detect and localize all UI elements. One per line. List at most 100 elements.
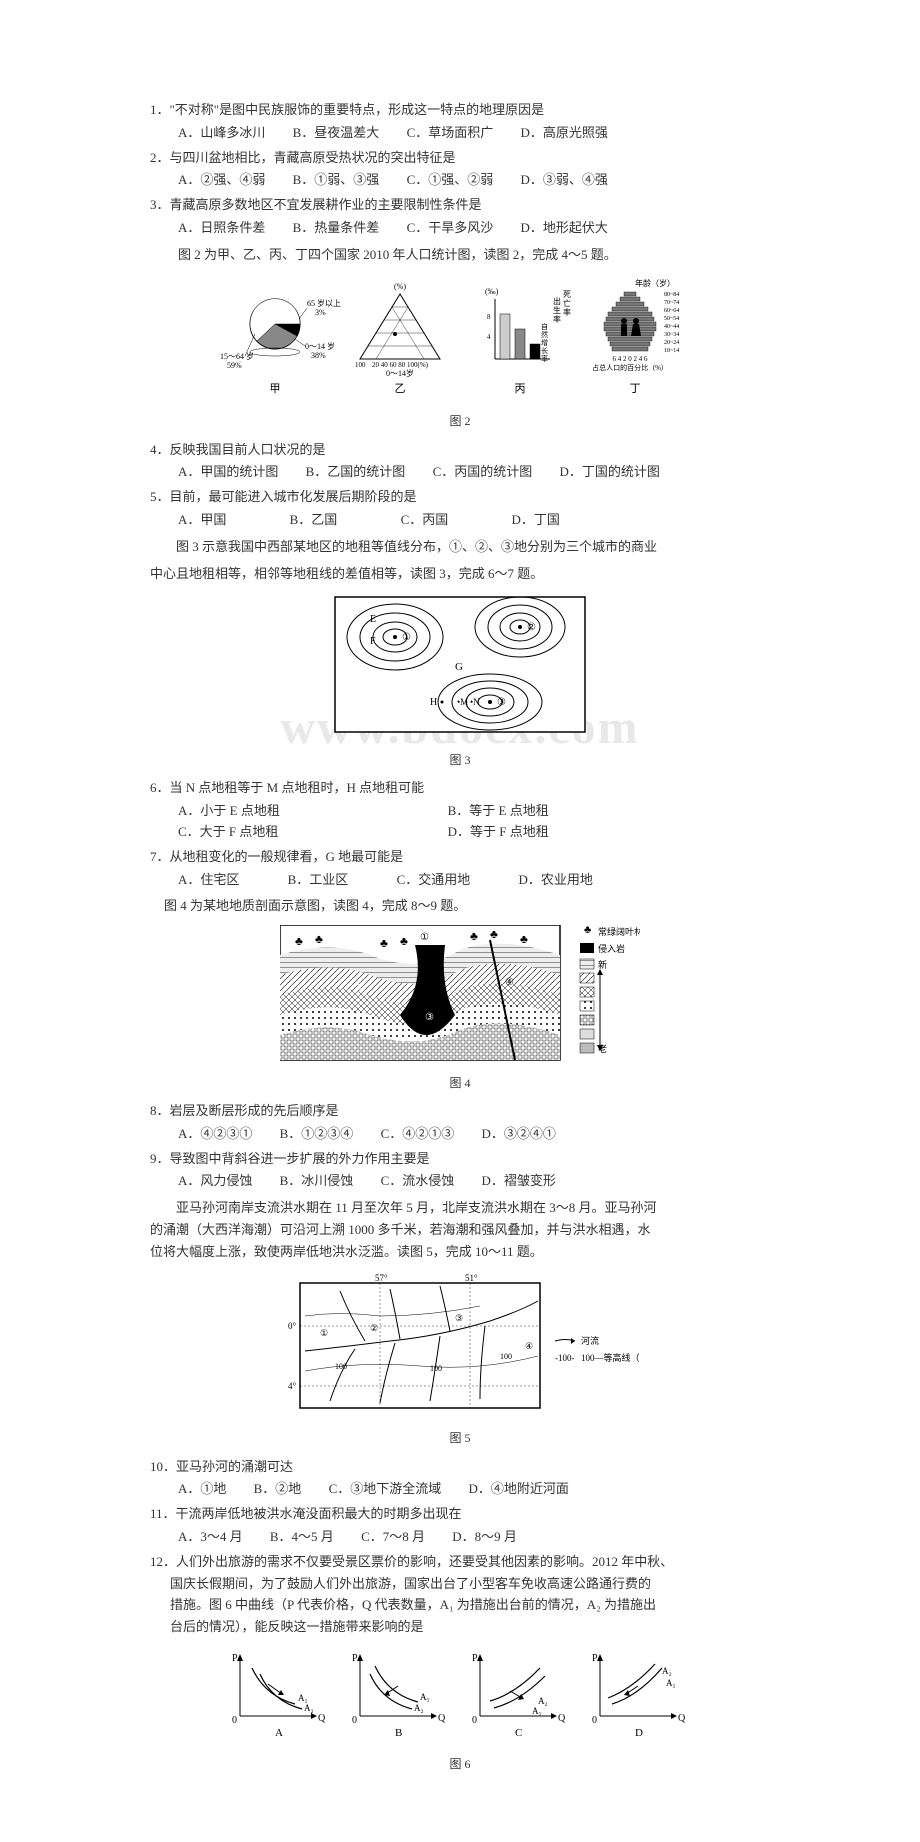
question-11: 11．干流两岸低地被洪水淹没面积最大的时期多出现在 A．3～4 月 B．4～5 … xyxy=(150,1504,770,1548)
fig3-F: F xyxy=(370,636,376,647)
figure-6-svg: P Q 0 A₁ A₂ A P Q 0 A₁ A₂ xyxy=(220,1646,700,1746)
svg-text:P: P xyxy=(592,1653,598,1664)
context-fig3-b: 中心且地租相等，相邻等地租线的差值相等，读图 3，完成 6～7 题。 xyxy=(150,564,770,585)
svg-text:Q: Q xyxy=(558,1713,566,1724)
fig5-lon2: 51° xyxy=(465,1273,478,1283)
q6-text: 6．当 N 点地租等于 M 点地租时，H 点地租可能 xyxy=(150,778,770,799)
svg-text:6 4 2 0 2 4 6: 6 4 2 0 2 4 6 xyxy=(613,355,649,363)
figure-6-caption: 图 6 xyxy=(150,1755,770,1774)
svg-text:C: C xyxy=(515,1727,522,1739)
svg-text:0: 0 xyxy=(472,1715,477,1726)
q4-opt-a: A．甲国的统计图 xyxy=(178,462,278,483)
svg-text:Q: Q xyxy=(678,1713,686,1724)
q8-opt-c: C．④②①③ xyxy=(381,1124,455,1145)
fig3-H: H xyxy=(430,697,437,708)
svg-text:A₂: A₂ xyxy=(414,1703,424,1713)
q2-opt-a: A．②强、④弱 xyxy=(178,170,265,191)
svg-text:0: 0 xyxy=(592,1715,597,1726)
figure-2: 65 岁以上3% 0～14 岁38% 15～64 岁59% 甲 (%) 100 xyxy=(150,274,770,432)
q8-opt-a: A．④②③① xyxy=(178,1124,252,1145)
question-10: 10．亚马孙河的涌潮可达 A．①地 B．②地 C．③地下游全流域 D．④地附近河… xyxy=(150,1457,770,1501)
figure-2-svg: 65 岁以上3% 0～14 岁38% 15～64 岁59% 甲 (%) 100 xyxy=(220,274,700,404)
q6-opt-c: C．大于 F 点地租 xyxy=(178,822,444,843)
q12-l4: 台后的情况），能反映这一措施带来影响的是 xyxy=(150,1617,770,1638)
bar-l1: 出生率 xyxy=(553,296,561,324)
svg-text:♣: ♣ xyxy=(520,932,528,946)
context-fig5-a: 亚马孙河南岸支流洪水期在 11 月至次年 5 月，北岸支流洪水期在 3～8 月。… xyxy=(150,1198,770,1219)
svg-text:A₂: A₂ xyxy=(662,1666,672,1676)
q3-opt-c: C．干旱多风沙 xyxy=(407,218,494,239)
sub-ding: 丁 xyxy=(630,383,641,395)
pyr-xlabel: 占总人口的百分比（%） xyxy=(592,363,668,372)
q6-opt-b: B．等于 E 点地租 xyxy=(448,801,714,822)
context-fig2: 图 2 为甲、乙、丙、丁四个国家 2010 年人口统计图，读图 2，完成 4～5… xyxy=(178,245,770,266)
q11-opt-c: C．7～8 月 xyxy=(361,1527,425,1548)
leg-l3: 新 xyxy=(598,959,607,970)
fig5-lat1: 0° xyxy=(288,1321,297,1331)
svg-text:♣: ♣ xyxy=(380,936,388,950)
figure-3-caption: 图 3 xyxy=(150,751,770,770)
svg-text:Q: Q xyxy=(438,1713,446,1724)
q3-text: 3．青藏高原多数地区不宜发展耕作业的主要限制性条件是 xyxy=(150,195,770,216)
q9-text: 9．导致图中背斜谷进一步扩展的外力作用主要是 xyxy=(150,1149,770,1170)
fig3-c3: ③ xyxy=(497,697,506,708)
q3-opt-a: A．日照条件差 xyxy=(178,218,265,239)
svg-text:P: P xyxy=(232,1653,238,1664)
leg-l2: 侵入岩 xyxy=(598,943,625,954)
svg-text:100—等高线（米）: 100—等高线（米） xyxy=(581,1352,640,1363)
question-1: 1．"不对称"是图中民族服饰的重要特点，形成这一特点的地理原因是 A．山峰多冰川… xyxy=(150,100,770,144)
fig5-c3: ③ xyxy=(455,1313,463,1323)
bar-l2: 死亡率 xyxy=(563,290,571,317)
question-5: 5．目前，最可能进入城市化发展后期阶段的是 A．甲国 B．乙国 C．丙国 D．丁… xyxy=(150,487,770,531)
q6-opt-d: D．等于 F 点地租 xyxy=(448,822,714,843)
svg-text:B: B xyxy=(395,1727,402,1739)
bar-l3: 自然增长率 xyxy=(541,322,548,363)
svg-text:Q: Q xyxy=(318,1713,326,1724)
svg-text:20~24: 20~24 xyxy=(664,340,679,346)
svg-text:A₂: A₂ xyxy=(304,1703,314,1713)
svg-text:P: P xyxy=(472,1653,478,1664)
q4-text: 4．反映我国目前人口状况的是 xyxy=(150,440,770,461)
q8-options: A．④②③① B．①②③④ C．④②①③ D．③②④① xyxy=(150,1124,770,1145)
q9-options: A．风力侵蚀 B．冰川侵蚀 C．流水侵蚀 D．褶皱变形 xyxy=(150,1171,770,1192)
q12-l2: 国庆长假期间，为了鼓励人们外出旅游，国家出台了小型客车免收高速公路通行费的 xyxy=(150,1574,770,1595)
fig5-lat2: 4° xyxy=(288,1381,297,1391)
svg-text:D: D xyxy=(635,1727,643,1739)
q4-opt-d: D．丁国的统计图 xyxy=(559,462,659,483)
q7-opt-b: B．工业区 xyxy=(288,870,349,891)
svg-text:4: 4 xyxy=(487,333,491,341)
q7-options: A．住宅区 B．工业区 C．交通用地 D．农业用地 xyxy=(150,870,770,891)
q5-options: A．甲国 B．乙国 C．丙国 D．丁国 xyxy=(150,510,770,531)
fig5-c1: ① xyxy=(320,1328,328,1338)
figure-5-svg: 57° 51° 0° 4° 10 xyxy=(280,1271,640,1421)
q6-opt-a: A．小于 E 点地租 xyxy=(178,801,444,822)
q4-opt-c: C．丙国的统计图 xyxy=(433,462,533,483)
q4-opt-b: B．乙国的统计图 xyxy=(306,462,406,483)
q7-opt-c: C．交通用地 xyxy=(397,870,471,891)
q8-text: 8．岩层及断层形成的先后顺序是 xyxy=(150,1101,770,1122)
q1-text: 1．"不对称"是图中民族服饰的重要特点，形成这一特点的地理原因是 xyxy=(150,100,770,121)
q2-opt-c: C．①强、②弱 xyxy=(407,170,494,191)
svg-text:100: 100 xyxy=(335,1362,347,1371)
fig5-contour-label: -100- xyxy=(555,1353,575,1363)
fig3-M: •M xyxy=(457,697,468,707)
svg-text:70~74: 70~74 xyxy=(664,300,679,306)
svg-text:30~34: 30~34 xyxy=(664,332,679,338)
figure-4-caption: 图 4 xyxy=(150,1074,770,1093)
svg-text:100: 100 xyxy=(500,1352,512,1361)
figure-4-svg: ♣♣ ♣♣ ♣♣♣ ① ② ③ ④ ♣常绿阔叶林 侵入岩 新 老 xyxy=(280,925,640,1065)
q3-opt-d: D．地形起伏大 xyxy=(520,218,607,239)
q1-opt-a: A．山峰多冰川 xyxy=(178,123,265,144)
q5-opt-c: C．丙国 xyxy=(401,510,449,531)
q5-opt-d: D．丁国 xyxy=(511,510,559,531)
sub-bing: 丙 xyxy=(515,383,526,395)
question-8: 8．岩层及断层形成的先后顺序是 A．④②③① B．①②③④ C．④②①③ D．③… xyxy=(150,1101,770,1145)
context-fig5-c: 位将大幅度上涨，致使两岸低地洪水泛滥。读图 5，完成 10～11 题。 xyxy=(150,1242,770,1263)
fig5-c4: ④ xyxy=(525,1341,533,1351)
q7-opt-a: A．住宅区 xyxy=(178,870,239,891)
context-fig4: 图 4 为某地地质剖面示意图，读图 4，完成 8～9 题。 xyxy=(164,896,770,917)
q9-opt-d: D．褶皱变形 xyxy=(481,1171,555,1192)
q11-opt-d: D．8～9 月 xyxy=(452,1527,517,1548)
q11-opt-a: A．3～4 月 xyxy=(178,1527,243,1548)
figure-3: ① E F ② ③ G H •M xyxy=(150,592,770,770)
